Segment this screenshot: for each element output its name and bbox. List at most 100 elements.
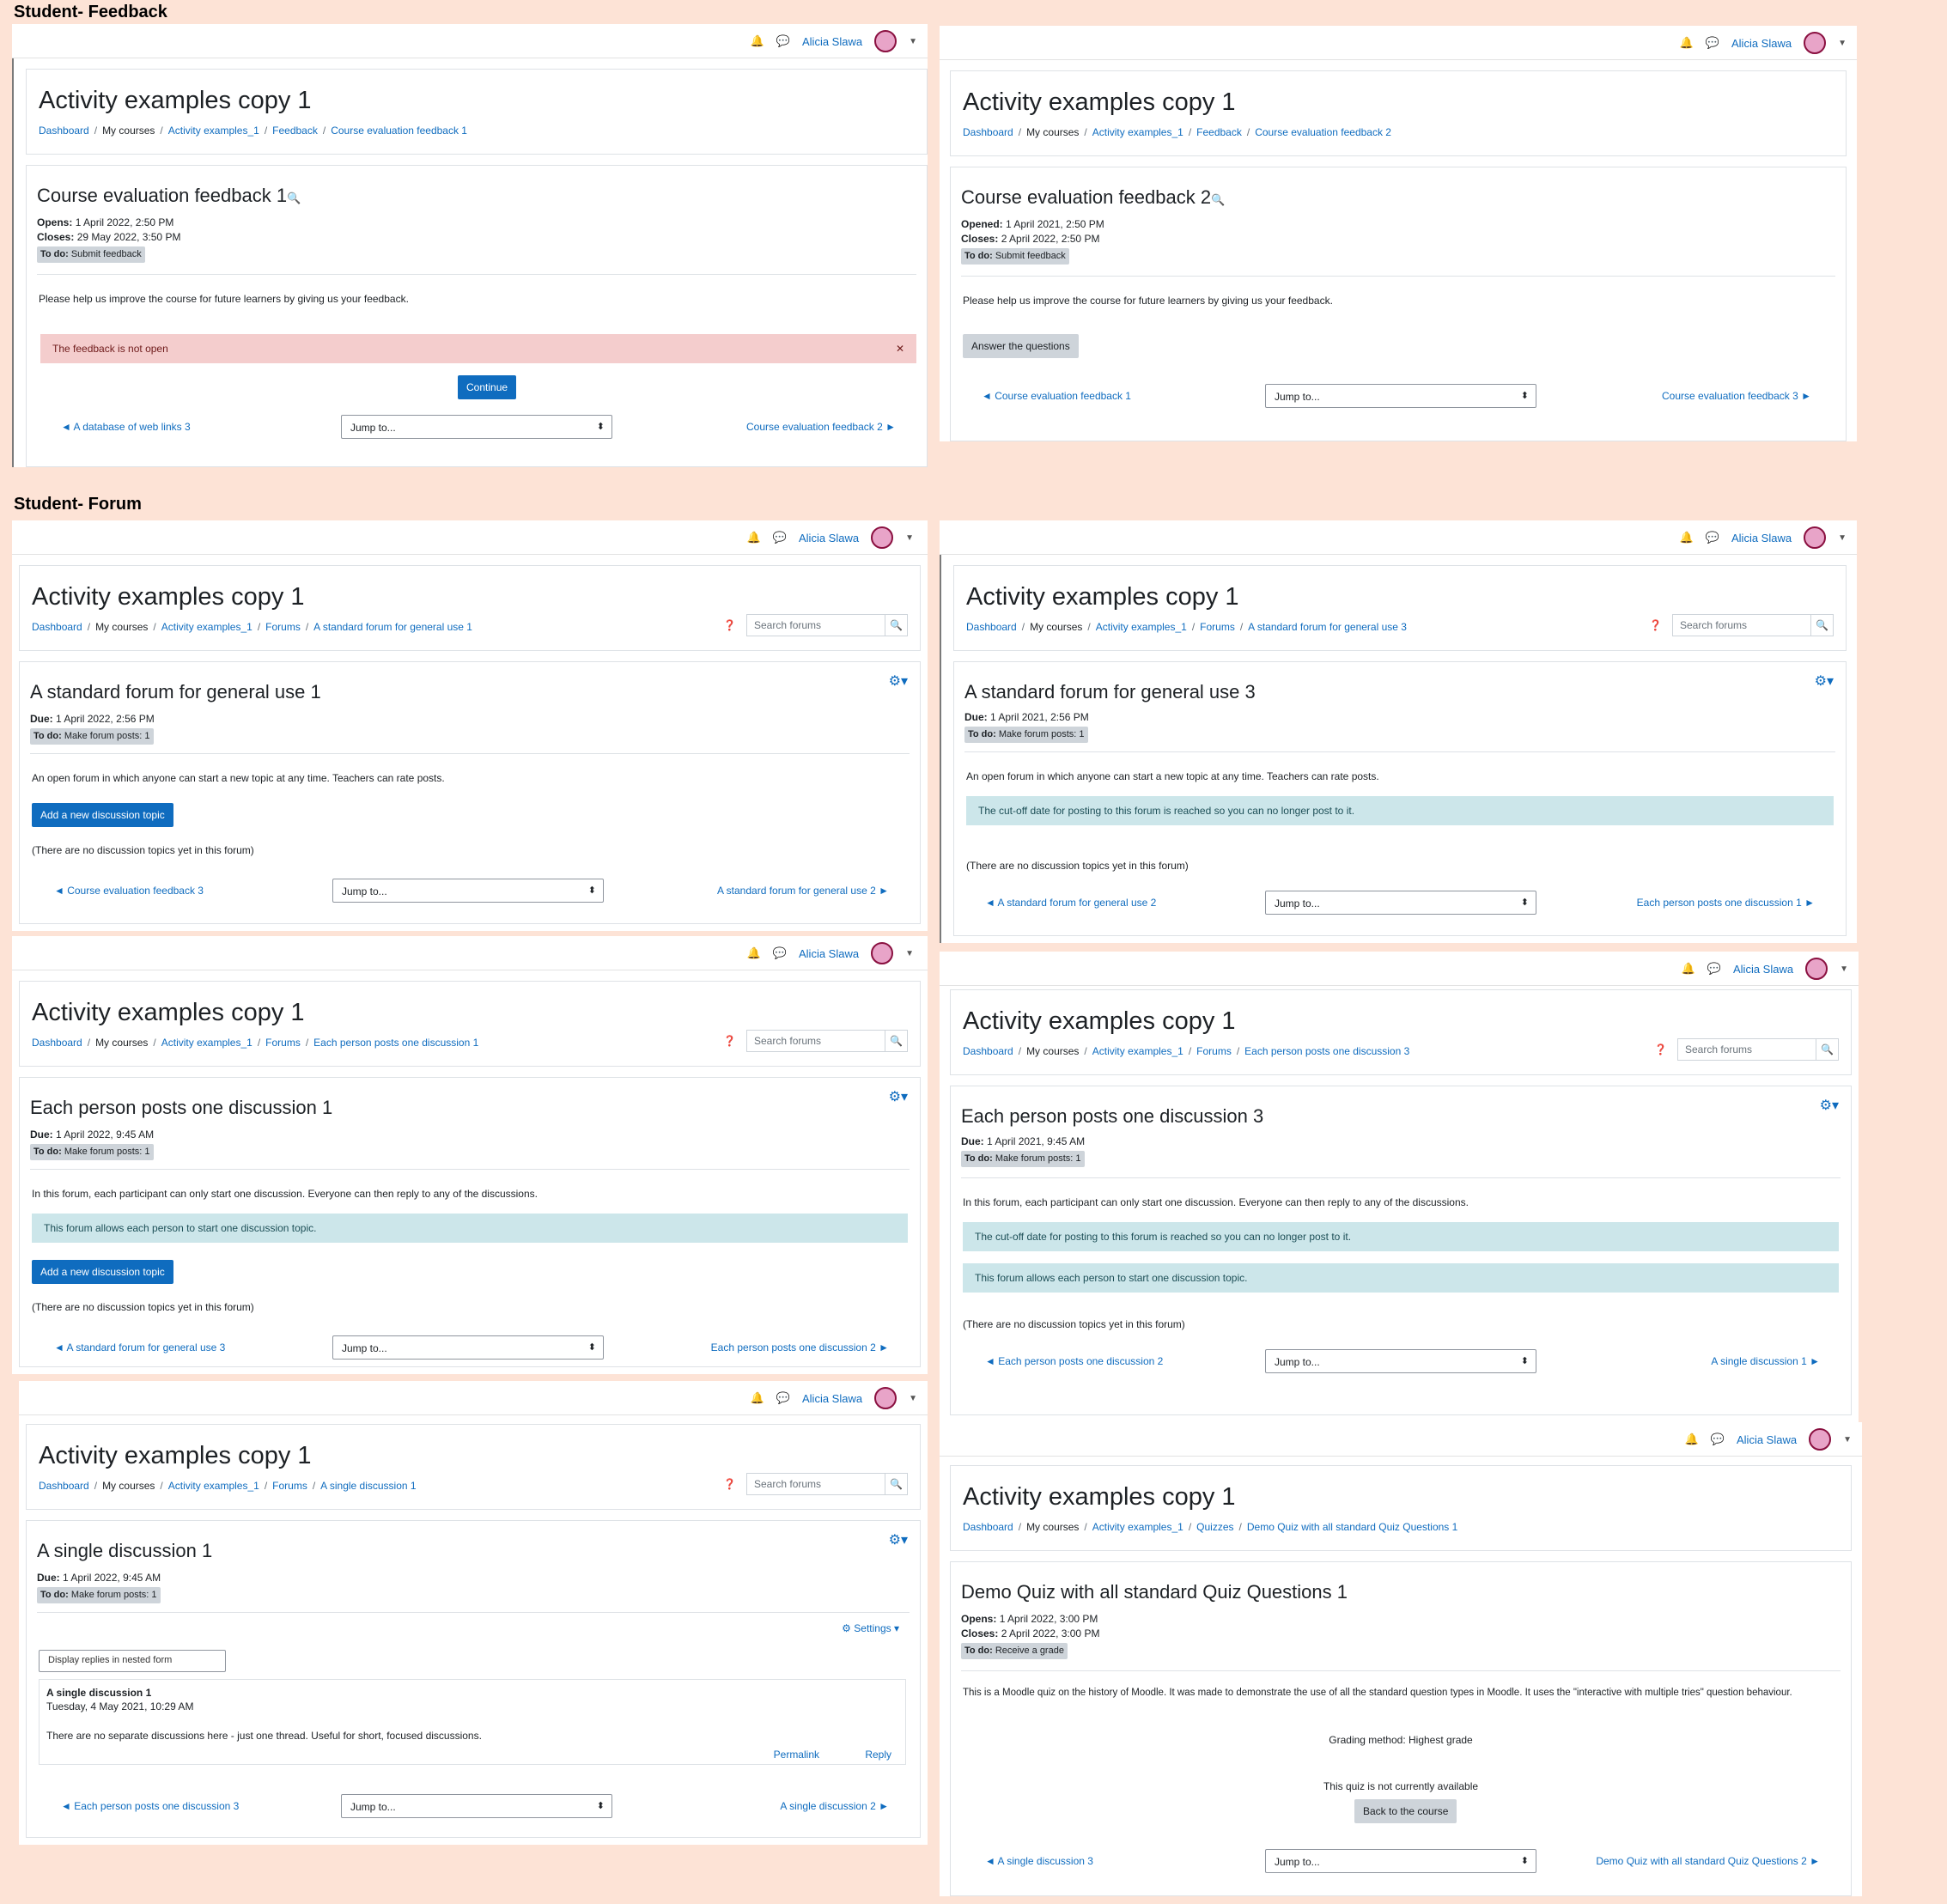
- bell-icon[interactable]: 🔔: [750, 34, 764, 47]
- search-icon[interactable]: 🔍: [1816, 1038, 1839, 1061]
- jump-to-select[interactable]: Jump to...: [1265, 384, 1536, 408]
- chevron-down-icon[interactable]: ▼: [1838, 38, 1847, 48]
- breadcrumb-module[interactable]: Quizzes: [1196, 1521, 1234, 1533]
- answer-questions-button[interactable]: Answer the questions: [963, 334, 1079, 358]
- next-activity-link[interactable]: A standard forum for general use 2 ►: [717, 885, 889, 897]
- bell-icon[interactable]: 🔔: [1679, 531, 1694, 544]
- bell-icon[interactable]: 🔔: [750, 1391, 764, 1404]
- next-activity-link[interactable]: A single discussion 2 ►: [780, 1800, 889, 1812]
- avatar[interactable]: [1804, 526, 1827, 549]
- breadcrumb-page[interactable]: Each person posts one discussion 3: [1244, 1045, 1410, 1057]
- breadcrumb-page[interactable]: Course evaluation feedback 2: [1255, 126, 1391, 138]
- display-mode-select[interactable]: Display replies in nested form: [39, 1650, 226, 1672]
- gear-icon[interactable]: ⚙▾: [1819, 1098, 1839, 1113]
- next-activity-link[interactable]: Each person posts one discussion 1 ►: [1636, 897, 1815, 909]
- breadcrumb-dashboard[interactable]: Dashboard: [963, 126, 1013, 138]
- prev-activity-link[interactable]: ◄ Each person posts one discussion 2: [985, 1355, 1164, 1367]
- search-icon[interactable]: 🔍: [885, 1473, 908, 1495]
- search-input[interactable]: Search forums: [1677, 1038, 1816, 1061]
- next-activity-link[interactable]: Demo Quiz with all standard Quiz Questio…: [1596, 1855, 1820, 1867]
- search-input[interactable]: Search forums: [746, 614, 885, 636]
- avatar[interactable]: [1805, 958, 1828, 980]
- chevron-down-icon[interactable]: ▼: [1843, 1434, 1852, 1445]
- breadcrumb-dashboard[interactable]: Dashboard: [966, 621, 1017, 633]
- prev-activity-link[interactable]: ◄ A standard forum for general use 2: [985, 897, 1157, 909]
- jump-to-select[interactable]: Jump to...: [332, 879, 604, 903]
- user-name[interactable]: Alicia Slawa: [1731, 531, 1792, 544]
- help-icon[interactable]: ❓: [1649, 619, 1662, 631]
- breadcrumb-page[interactable]: A standard forum for general use 1: [313, 621, 472, 633]
- avatar[interactable]: [871, 526, 894, 549]
- reply-link[interactable]: Reply: [865, 1749, 891, 1761]
- gear-icon[interactable]: ⚙▾: [888, 674, 908, 689]
- jump-to-select[interactable]: Jump to...: [341, 1794, 612, 1818]
- breadcrumb-dashboard[interactable]: Dashboard: [963, 1521, 1013, 1533]
- bell-icon[interactable]: 🔔: [1684, 1433, 1699, 1445]
- breadcrumb-page[interactable]: Demo Quiz with all standard Quiz Questio…: [1246, 1521, 1458, 1533]
- jump-to-select[interactable]: Jump to...: [341, 415, 612, 439]
- prev-activity-link[interactable]: ◄ Course evaluation feedback 3: [54, 885, 204, 897]
- user-name[interactable]: Alicia Slawa: [802, 34, 863, 48]
- breadcrumb-course[interactable]: Activity examples_1: [161, 1037, 253, 1049]
- breadcrumb-page[interactable]: A single discussion 1: [320, 1480, 417, 1492]
- chat-icon[interactable]: 💬: [1705, 531, 1719, 544]
- close-icon[interactable]: ✕: [895, 343, 904, 355]
- breadcrumb-page[interactable]: A standard forum for general use 3: [1248, 621, 1407, 633]
- add-discussion-button[interactable]: Add a new discussion topic: [32, 803, 173, 827]
- breadcrumb-course[interactable]: Activity examples_1: [1092, 126, 1183, 138]
- search-icon[interactable]: 🔍: [885, 614, 908, 636]
- bell-icon[interactable]: 🔔: [746, 946, 761, 959]
- user-name[interactable]: Alicia Slawa: [802, 1391, 863, 1405]
- breadcrumb-course[interactable]: Activity examples_1: [167, 125, 259, 137]
- jump-to-select[interactable]: Jump to...: [332, 1335, 604, 1360]
- avatar[interactable]: [871, 942, 894, 964]
- search-icon[interactable]: 🔍: [1811, 614, 1834, 636]
- user-name[interactable]: Alicia Slawa: [799, 531, 860, 544]
- chat-icon[interactable]: 💬: [772, 531, 787, 544]
- bell-icon[interactable]: 🔔: [746, 531, 761, 544]
- help-icon[interactable]: ❓: [723, 1478, 736, 1490]
- jump-to-select[interactable]: Jump to...: [1265, 1849, 1536, 1873]
- breadcrumb-course[interactable]: Activity examples_1: [1092, 1521, 1183, 1533]
- breadcrumb-course[interactable]: Activity examples_1: [1095, 621, 1187, 633]
- breadcrumb-module[interactable]: Forums: [1196, 1045, 1232, 1057]
- breadcrumb-module[interactable]: Feedback: [272, 125, 318, 137]
- avatar[interactable]: [874, 1387, 897, 1409]
- bell-icon[interactable]: 🔔: [1681, 962, 1695, 975]
- user-name[interactable]: Alicia Slawa: [1737, 1433, 1798, 1446]
- chat-icon[interactable]: 💬: [772, 946, 787, 959]
- chat-icon[interactable]: 💬: [776, 34, 790, 47]
- add-discussion-button[interactable]: Add a new discussion topic: [32, 1260, 173, 1284]
- user-name[interactable]: Alicia Slawa: [799, 946, 860, 960]
- chevron-down-icon[interactable]: ▼: [905, 532, 914, 543]
- gear-icon[interactable]: ⚙▾: [1814, 674, 1834, 689]
- magnifier-icon[interactable]: 🔍: [287, 192, 301, 204]
- prev-activity-link[interactable]: ◄ Course evaluation feedback 1: [982, 390, 1131, 402]
- chevron-down-icon[interactable]: ▼: [1838, 532, 1847, 543]
- help-icon[interactable]: ❓: [1654, 1043, 1667, 1055]
- bell-icon[interactable]: 🔔: [1679, 36, 1694, 49]
- chevron-down-icon[interactable]: ▼: [905, 948, 914, 958]
- help-icon[interactable]: ❓: [723, 619, 736, 631]
- breadcrumb-dashboard[interactable]: Dashboard: [39, 125, 89, 137]
- continue-button[interactable]: Continue: [458, 375, 517, 399]
- next-activity-link[interactable]: A single discussion 1 ►: [1711, 1355, 1820, 1367]
- search-input[interactable]: Search forums: [746, 1473, 885, 1495]
- chevron-down-icon[interactable]: ▼: [1840, 964, 1848, 974]
- jump-to-select[interactable]: Jump to...: [1265, 891, 1536, 915]
- next-activity-link[interactable]: Course evaluation feedback 2 ►: [746, 421, 896, 433]
- user-name[interactable]: Alicia Slawa: [1733, 962, 1794, 976]
- breadcrumb-course[interactable]: Activity examples_1: [161, 621, 253, 633]
- back-to-course-button[interactable]: Back to the course: [1354, 1799, 1457, 1823]
- prev-activity-link[interactable]: ◄ A database of web links 3: [61, 421, 191, 433]
- prev-activity-link[interactable]: ◄ A standard forum for general use 3: [54, 1341, 226, 1353]
- breadcrumb-dashboard[interactable]: Dashboard: [963, 1045, 1013, 1057]
- magnifier-icon[interactable]: 🔍: [1211, 193, 1226, 206]
- gear-icon[interactable]: ⚙▾: [888, 1090, 908, 1104]
- avatar[interactable]: [874, 30, 897, 52]
- chat-icon[interactable]: 💬: [1707, 962, 1721, 975]
- breadcrumb-module[interactable]: Forums: [265, 621, 301, 633]
- breadcrumb-page[interactable]: Course evaluation feedback 1: [331, 125, 467, 137]
- breadcrumb-dashboard[interactable]: Dashboard: [32, 621, 82, 633]
- chevron-down-icon[interactable]: ▼: [909, 36, 917, 46]
